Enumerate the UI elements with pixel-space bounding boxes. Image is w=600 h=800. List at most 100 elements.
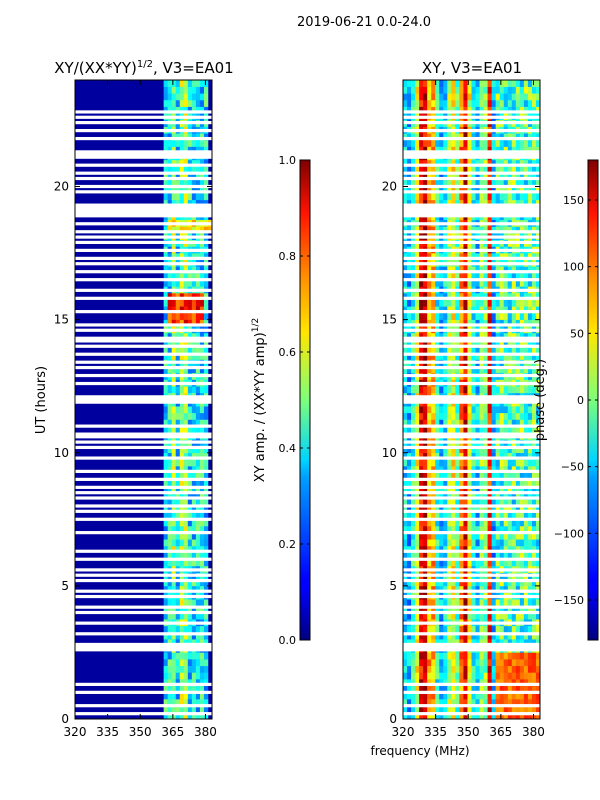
heatmap-cell: [487, 539, 492, 547]
heatmap-cell: [471, 80, 476, 87]
heatmap-cell: [415, 532, 420, 540]
heatmap-cell: [471, 139, 476, 147]
heatmap-cell: [535, 545, 541, 553]
heatmap-cell: [199, 599, 205, 607]
heatmap-cell: [467, 559, 472, 567]
heatmap-cell: [507, 632, 513, 640]
heatmap-cell: [527, 519, 533, 527]
heatmap-cell: [191, 406, 197, 414]
heatmap-cell: [163, 279, 168, 287]
heatmap-cell: [431, 339, 436, 347]
heatmap-cell: [191, 679, 197, 687]
heatmap-cell: [423, 512, 428, 520]
heatmap-cell: [427, 406, 432, 414]
heatmap-cell: [467, 253, 472, 261]
heatmap-cell: [455, 639, 460, 647]
heatmap-cell: [191, 173, 197, 181]
heatmap-cell: [487, 186, 492, 194]
heatmap-cell: [447, 332, 452, 340]
heatmap-cell: [463, 306, 468, 314]
heatmap-cell: [203, 452, 209, 460]
heatmap-cell: [171, 273, 177, 280]
heatmap-cell: [451, 679, 456, 687]
heatmap-cell: [187, 133, 193, 141]
heatmap-cell: [463, 253, 468, 261]
heatmap-cell: [491, 253, 496, 261]
heatmap-cell: [203, 685, 209, 693]
heatmap-cell: [435, 279, 440, 287]
heatmap-cell: [495, 299, 501, 307]
heatmap-cell: [443, 512, 448, 520]
heatmap-cell: [495, 486, 501, 493]
heatmap-cell: [419, 665, 424, 673]
heatmap-cell: [183, 699, 189, 706]
heatmap-cell: [459, 679, 464, 687]
heatmap-cell: [183, 193, 189, 201]
heatmap-cell: [459, 692, 464, 700]
heatmap-cell: [171, 106, 177, 114]
heatmap-cell: [511, 639, 517, 647]
heatmap-cell: [491, 179, 496, 187]
heatmap-cell: [411, 406, 416, 414]
heatmap-cell: [499, 106, 505, 114]
heatmap-cell: [435, 319, 440, 327]
heatmap-cell: [435, 479, 440, 487]
heatmap-cell: [407, 133, 412, 141]
heatmap-cell: [199, 412, 205, 420]
heatmap-cell: [407, 199, 412, 207]
heatmap-cell: [411, 699, 416, 706]
heatmap-cell: [459, 346, 464, 354]
heatmap-cell: [407, 186, 412, 194]
heatmap-cell: [427, 506, 432, 513]
heatmap-cell: [195, 539, 201, 547]
heatmap-cell: [531, 226, 537, 234]
heatmap-cell: [475, 386, 480, 394]
heatmap-cell: [195, 406, 201, 414]
heatmap-cell: [171, 545, 177, 553]
heatmap-cell: [183, 166, 189, 174]
heatmap-cell: [163, 419, 168, 427]
heatmap-cell: [439, 312, 444, 320]
heatmap-cell: [431, 186, 436, 194]
heatmap-cell: [407, 293, 412, 300]
heatmap-cell: [471, 86, 476, 94]
heatmap-cell: [407, 312, 412, 320]
heatmap-cell: [475, 106, 480, 114]
heatmap-cell: [423, 80, 428, 87]
heatmap-cell: [419, 339, 424, 347]
heatmap-cell: [199, 712, 205, 720]
heatmap-cell: [487, 685, 492, 693]
heatmap-cell: [451, 146, 456, 154]
heatmap-cell: [511, 559, 517, 567]
heatmap-cell: [447, 639, 452, 647]
heatmap-cell: [443, 446, 448, 454]
heatmap-cell: [487, 273, 492, 280]
heatmap-cell: [483, 639, 488, 647]
heatmap-cell: [451, 199, 456, 207]
heatmap-cell: [195, 332, 201, 340]
heatmap-cell: [407, 612, 412, 620]
heatmap-cell: [535, 459, 541, 467]
heatmap-cell: [527, 699, 533, 706]
heatmap-cell: [179, 339, 185, 347]
heatmap-cell: [171, 99, 177, 107]
heatmap-cell: [475, 532, 480, 540]
heatmap-cell: [467, 332, 472, 340]
heatmap-cell: [495, 539, 501, 547]
heatmap-cell: [511, 346, 517, 354]
heatmap-cell: [179, 166, 185, 174]
heatmap-cell: [467, 605, 472, 613]
heatmap-cell: [467, 712, 472, 720]
heatmap-cell: [523, 525, 529, 533]
heatmap-cell: [483, 492, 488, 500]
heatmap-cell: [171, 599, 177, 607]
heatmap-cell: [427, 712, 432, 720]
heatmap-cell: [487, 466, 492, 474]
heatmap-cell: [511, 699, 517, 706]
y-tick-label: 10: [54, 446, 69, 460]
heatmap-cell: [483, 446, 488, 454]
heatmap-cell: [203, 639, 209, 647]
heatmap-cell: [443, 585, 448, 593]
heatmap-cell: [463, 652, 468, 660]
heatmap-cell: [523, 346, 529, 354]
